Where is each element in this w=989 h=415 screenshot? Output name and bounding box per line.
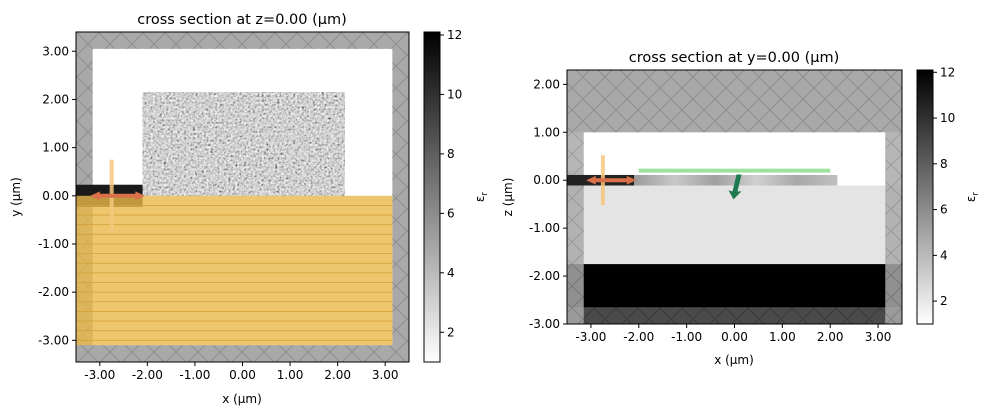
panel2-mode-arrow bbox=[728, 174, 742, 200]
panel1-x-label: x (μm) bbox=[222, 392, 262, 406]
panel2-x-tick-label: -1.00 bbox=[671, 330, 702, 344]
panel1-title: cross section at z=0.00 (μm) bbox=[137, 12, 347, 28]
panel1-y-tick-label: -2.00 bbox=[38, 285, 69, 299]
panel1-mode-monitor-region bbox=[76, 195, 393, 346]
panel2-colorbar-tick-label: 6 bbox=[940, 203, 948, 217]
panel2-x-tick-label: 2.00 bbox=[817, 330, 844, 344]
panel1-y-tick-label: -3.00 bbox=[38, 333, 69, 347]
panel1-colorbar-ticks: 2 4 6 8 10 12 bbox=[440, 28, 462, 339]
panel2-x-tick-label: -3.00 bbox=[575, 330, 606, 344]
panel2-x-tick-label: 1.00 bbox=[769, 330, 796, 344]
panel2-pml-top bbox=[567, 70, 902, 133]
panel2-colorbar: 2 4 6 8 10 12 εr bbox=[916, 65, 981, 325]
panel2-oxide-layer bbox=[567, 185, 902, 265]
panel2-y-tick-label: 0.00 bbox=[533, 173, 560, 187]
panel2-y-label: z (μm) bbox=[501, 178, 515, 217]
panel1-x-tick-label: 2.00 bbox=[324, 368, 351, 382]
panel1-x-axis: -3.00 -2.00 -1.00 0.00 1.00 2.00 3.00 bbox=[84, 362, 399, 382]
panel2-colorbar-tick-label: 2 bbox=[940, 294, 948, 308]
panel2-pml-bottom bbox=[567, 307, 902, 324]
panel1-colorbar-gradient bbox=[423, 31, 441, 363]
panel2-x-tick-label: 3.00 bbox=[865, 330, 892, 344]
panel2-y-tick-label: 1.00 bbox=[533, 125, 560, 139]
panel1-plot-area bbox=[75, 31, 410, 363]
panel2-colorbar-tick-label: 4 bbox=[940, 248, 948, 262]
panel2-colorbar-ticks: 2 4 6 8 10 12 bbox=[933, 65, 955, 308]
panel2-y-tick-label: -1.00 bbox=[529, 221, 560, 235]
panel1-colorbar: 2 4 6 8 10 12 εr bbox=[423, 28, 490, 363]
panel1-y-tick-label: -1.00 bbox=[38, 237, 69, 251]
panel2-y-tick-label: -3.00 bbox=[529, 317, 560, 331]
panel2-y-tick-label: -2.00 bbox=[529, 269, 560, 283]
panel1-colorbar-tick-label: 12 bbox=[447, 28, 462, 42]
panel2-flux-monitor bbox=[638, 168, 831, 173]
panel1-y-axis: 3.00 2.00 1.00 0.00 -1.00 -2.00 -3.00 bbox=[38, 44, 76, 347]
panel1-x-tick-label: -1.00 bbox=[179, 368, 210, 382]
panel2-colorbar-label: εr bbox=[964, 192, 981, 203]
panel1-y-label: y (μm) bbox=[9, 177, 23, 217]
panel2-pml-right bbox=[885, 70, 902, 324]
panel1-colorbar-tick-label: 10 bbox=[447, 87, 462, 101]
panel2-source-arrow bbox=[586, 175, 637, 185]
panel2-x-tick-label: 0.00 bbox=[721, 330, 748, 344]
panel1-pml-bottom bbox=[76, 345, 409, 362]
panel1-x-tick-label: 1.00 bbox=[277, 368, 304, 382]
panel1-colorbar-label: εr bbox=[473, 192, 490, 203]
panel2-plot-area bbox=[566, 69, 903, 325]
panel2-x-axis: -3.00 -2.00 -1.00 0.00 1.00 2.00 3.00 bbox=[575, 324, 891, 344]
panel2-double-arrow bbox=[586, 175, 637, 185]
panel2-pml-left bbox=[567, 70, 584, 324]
panel1-design-region bbox=[142, 92, 345, 196]
panel2-colorbar-tick-label: 12 bbox=[940, 65, 955, 79]
panel2-colorbar-tick-label: 8 bbox=[940, 157, 948, 171]
panel2-x-tick-label: -2.00 bbox=[623, 330, 654, 344]
panel1-x-tick-label: -3.00 bbox=[84, 368, 115, 382]
panel1-colorbar-tick-label: 2 bbox=[447, 325, 455, 339]
panel-y-cross-section: cross section at y=0.00 (μm) -3.00 -2.00-… bbox=[501, 50, 981, 367]
panel2-title: cross section at y=0.00 (μm) bbox=[629, 50, 840, 66]
panel2-y-tick-label: 2.00 bbox=[533, 77, 560, 91]
panel2-mode-arrow-shape bbox=[728, 174, 742, 200]
panel2-y-axis: 2.00 1.00 0.00 -1.00 -2.00 -3.00 bbox=[529, 77, 567, 331]
panel1-pml-right bbox=[392, 32, 409, 362]
panel-z-cross-section: cross section at z=0.00 (μm) -3.00 -2.00-… bbox=[9, 12, 490, 406]
panel1-y-tick-label: 1.00 bbox=[42, 141, 69, 155]
panel1-x-tick-label: 0.00 bbox=[229, 368, 256, 382]
panel1-y-tick-label: 3.00 bbox=[42, 44, 69, 58]
panel1-colorbar-tick-label: 8 bbox=[447, 147, 455, 161]
panel1-double-arrow bbox=[90, 191, 145, 201]
panel1-y-tick-label: 2.00 bbox=[42, 92, 69, 106]
panel2-colorbar-tick-label: 10 bbox=[940, 111, 955, 125]
panel1-y-tick-label: 0.00 bbox=[42, 189, 69, 203]
panel1-source-arrow bbox=[90, 191, 145, 201]
panel2-x-label: x (μm) bbox=[714, 353, 754, 367]
panel1-monitor-lines bbox=[76, 205, 393, 341]
panel1-pml-top bbox=[76, 32, 409, 49]
panel1-colorbar-tick-label: 4 bbox=[447, 266, 455, 280]
panel1-x-tick-label: -2.00 bbox=[132, 368, 163, 382]
panel2-colorbar-gradient bbox=[916, 69, 934, 325]
panel1-colorbar-tick-label: 6 bbox=[447, 206, 455, 220]
panel1-x-tick-label: 3.00 bbox=[372, 368, 399, 382]
